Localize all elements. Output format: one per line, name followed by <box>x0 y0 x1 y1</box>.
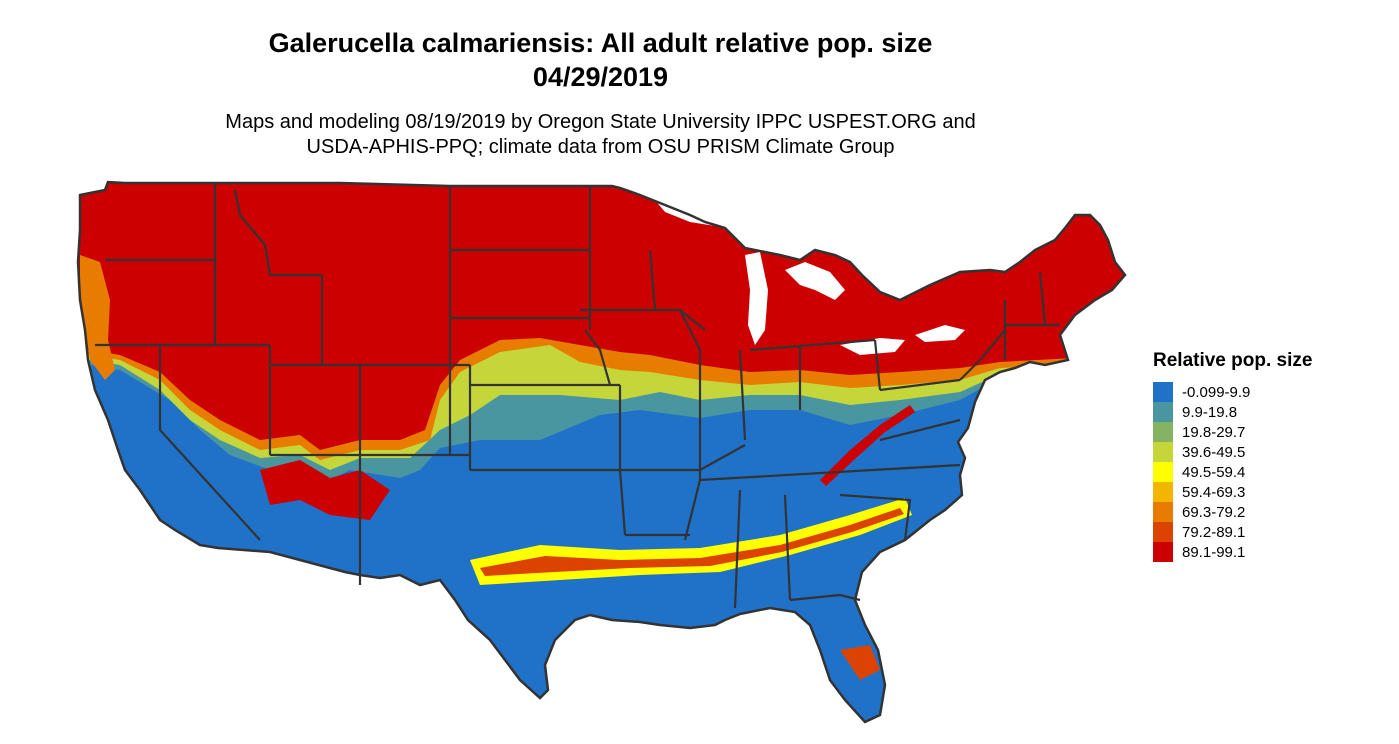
legend-items: -0.099-9.9 9.9-19.8 19.8-29.7 39.6-49.5 … <box>1153 382 1312 562</box>
state-boundaries <box>95 183 1060 609</box>
legend: Relative pop. size -0.099-9.9 9.9-19.8 1… <box>1153 350 1312 562</box>
legend-item: 59.4-69.3 <box>1153 482 1312 502</box>
pacific-coast-zone <box>80 255 115 380</box>
legend-label: 79.2-89.1 <box>1182 523 1246 541</box>
zone-89-99 <box>78 182 1125 450</box>
climate-zones <box>78 182 1125 722</box>
legend-swatch <box>1153 522 1173 542</box>
legend-item: 9.9-19.8 <box>1153 402 1312 422</box>
map-subtitle-line1: Maps and modeling 08/19/2019 by Oregon S… <box>225 111 976 133</box>
legend-label: 49.5-59.4 <box>1182 463 1246 481</box>
legend-label: -0.099-9.9 <box>1182 383 1251 401</box>
legend-label: 9.9-19.8 <box>1182 403 1238 421</box>
legend-label: 19.8-29.7 <box>1182 423 1246 441</box>
legend-swatch <box>1153 502 1173 522</box>
legend-item: 19.8-29.7 <box>1153 422 1312 442</box>
legend-item: 89.1-99.1 <box>1153 542 1312 562</box>
legend-swatch <box>1153 422 1173 442</box>
legend-label: 39.6-49.5 <box>1182 443 1246 461</box>
map-title-line1: Galerucella calmariensis: All adult rela… <box>268 28 933 58</box>
legend-swatch <box>1153 402 1173 422</box>
legend-item: 69.3-79.2 <box>1153 502 1312 522</box>
legend-item: 49.5-59.4 <box>1153 462 1312 482</box>
legend-swatch <box>1153 382 1173 402</box>
gulf-band-red <box>480 508 904 576</box>
legend-item: -0.099-9.9 <box>1153 382 1312 402</box>
legend-label: 59.4-69.3 <box>1182 483 1246 501</box>
map-title-date: 04/29/2019 <box>532 62 669 92</box>
legend-swatch <box>1153 482 1173 502</box>
map-subtitle-line2: USDA-APHIS-PPQ; climate data from OSU PR… <box>306 136 895 158</box>
appalachian-zone <box>820 405 915 486</box>
southwest-mountain-zone <box>260 460 390 520</box>
legend-label: 69.3-79.2 <box>1182 503 1246 521</box>
legend-title: Relative pop. size <box>1153 350 1313 371</box>
legend-item: 79.2-89.1 <box>1153 522 1312 542</box>
legend-item: 39.6-49.5 <box>1153 442 1312 462</box>
legend-label: 89.1-99.1 <box>1182 543 1246 561</box>
us-map <box>76 180 1127 724</box>
legend-swatch <box>1153 442 1173 462</box>
florida-interior-zone <box>840 645 880 680</box>
legend-swatch <box>1153 462 1173 482</box>
legend-swatch <box>1153 542 1173 562</box>
